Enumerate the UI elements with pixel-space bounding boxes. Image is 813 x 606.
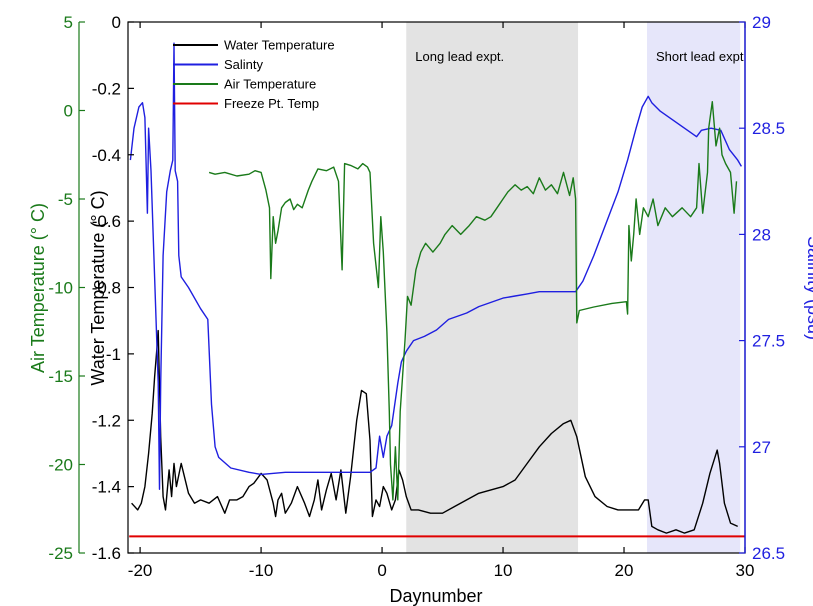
air-tick-label-6: -20 [48,456,73,475]
water-tick-label-1: 0 [112,13,121,32]
water-tick-label-7: -1.2 [92,411,121,430]
x-tick-label-1: -20 [128,561,153,580]
water-tick-label-6: -1 [106,345,121,364]
water-tick-label-5: -0.8 [92,279,121,298]
air-tick-label-1: 5 [64,13,73,32]
air-axis-label: Air Temperature (° C) [28,203,48,373]
salinity-tick-label-5: 27 [752,438,771,457]
water-tick-label-9: -1.6 [92,544,121,563]
shaded-region-label-1: Long lead expt. [415,49,504,64]
legend-label-1: Water Temperature [224,38,335,53]
legend-label-2: Salinty [224,57,264,72]
water-tick-label-2: -0.2 [92,79,121,98]
salinity-axis-label: Salinity (psu) [804,236,813,340]
x-tick-label-6: 30 [736,561,755,580]
water-axis-label: Water Temperature (° C) [88,190,108,385]
legend-label-3: Air Temperature [224,77,316,92]
legend: Water Temperature Salinty Air Temperature F… [173,38,335,111]
axes: -20 -10 0 10 20 30 0 -0.2 -0.4 -0.6 -0.8 -1 -1.2 -1.4… [48,13,785,580]
legend-label-4: Freeze Pt. Temp [224,96,319,111]
air-tick-label-4: -10 [48,279,73,298]
air-tick-label-3: -5 [58,190,73,209]
shaded-regions: Long lead expt. Short lead expt [406,22,744,553]
series-line-1 [131,329,738,534]
shaded-region-1 [406,22,579,553]
series-line-3 [208,100,738,501]
water-tick-label-3: -0.4 [92,146,121,165]
salinity-tick-label-4: 27.5 [752,332,785,351]
x-axis-label: Daynumber [389,586,482,606]
water-tick-label-8: -1.4 [92,478,121,497]
x-tick-label-4: 10 [494,561,513,580]
air-tick-label-7: -25 [48,544,73,563]
shaded-region-label-2: Short lead expt [656,49,744,64]
salinity-tick-label-3: 28 [752,225,771,244]
salinity-tick-label-6: 26.5 [752,544,785,563]
x-tick-label-2: -10 [249,561,274,580]
x-tick-label-3: 0 [377,561,386,580]
air-tick-label-5: -15 [48,367,73,386]
salinity-tick-label-2: 28.5 [752,119,785,138]
series-line-2 [129,42,743,490]
salinity-tick-label-1: 29 [752,13,771,32]
x-tick-label-5: 20 [615,561,634,580]
series-lines [129,42,745,538]
shaded-region-2 [647,22,741,553]
air-tick-label-2: 0 [64,102,73,121]
water-tick-label-4: -0.6 [92,212,121,231]
